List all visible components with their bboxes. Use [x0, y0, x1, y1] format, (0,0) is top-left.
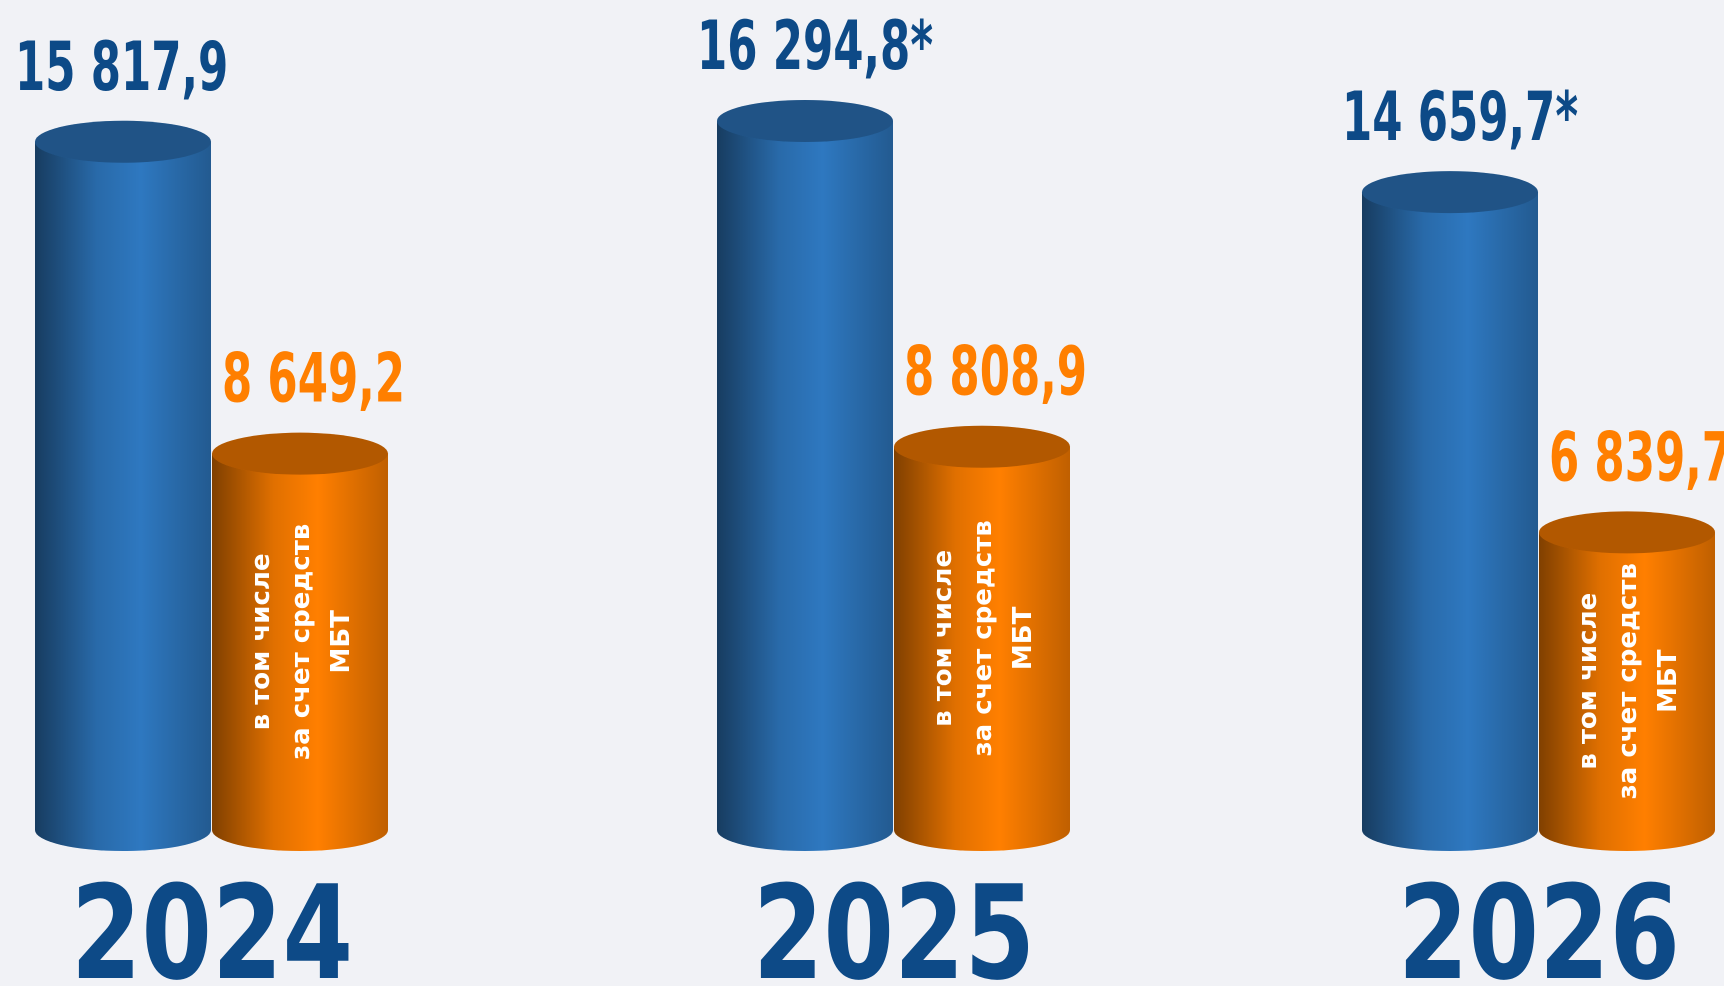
cylinder [1362, 171, 1538, 851]
value-label: 14 659,7* [1342, 78, 1578, 157]
x-tick-label: 2024 [71, 859, 353, 986]
cylinder-top [717, 100, 893, 142]
value-label: 16 294,8* [697, 7, 933, 86]
annotation-line: в том числе [928, 550, 958, 727]
annotation-line: МБТ [1008, 606, 1038, 670]
cylinder [35, 120, 211, 851]
cylinder-top [212, 432, 388, 475]
annotation: в том числе за счет средств МБТ [928, 520, 1038, 756]
cylinder [212, 432, 388, 851]
cylinder [894, 425, 1070, 851]
x-tick-label: 2025 [753, 859, 1035, 986]
cylinder-top [35, 120, 211, 163]
value-label: 6 839,7 [1549, 418, 1724, 497]
annotation-line: МБТ [326, 610, 356, 674]
annotation-line: в том числе [246, 553, 276, 730]
cylinder-top-shade [1539, 511, 1715, 554]
annotation-line: МБТ [1653, 649, 1683, 713]
cylinder-side-shade [1539, 532, 1715, 830]
cylinder-top-shade [717, 100, 893, 142]
annotation-line: за счет средств [1613, 563, 1643, 799]
cylinder-side-shade [35, 141, 211, 830]
cylinder-top [894, 425, 1070, 468]
cylinder-side-shade [1362, 192, 1538, 830]
cylinder-top [1539, 511, 1715, 554]
x-tick-label: 2026 [1398, 859, 1680, 986]
cylinder-side-shade [717, 121, 893, 830]
value-label: 15 817,9 [15, 28, 228, 107]
cylinder-side-shade [894, 446, 1070, 830]
annotation-line: за счет средств [968, 520, 998, 756]
annotation-line: за счет средств [286, 524, 316, 760]
cylinder-top-shade [35, 120, 211, 163]
value-label: 8 808,9 [904, 333, 1087, 412]
value-label: 8 649,2 [222, 340, 405, 419]
cylinder-side-shade [212, 453, 388, 830]
cylinder [717, 100, 893, 851]
cylinder-top-shade [212, 432, 388, 475]
cylinder-top-shade [894, 425, 1070, 468]
cylinder [1539, 511, 1715, 851]
cylinder-top [1362, 171, 1538, 214]
cylinder-top-shade [1362, 171, 1538, 214]
annotation: в том числе за счет средств МБТ [246, 524, 356, 760]
annotation-line: в том числе [1573, 593, 1603, 770]
annotation: в том числе за счет средств МБТ [1573, 563, 1683, 799]
